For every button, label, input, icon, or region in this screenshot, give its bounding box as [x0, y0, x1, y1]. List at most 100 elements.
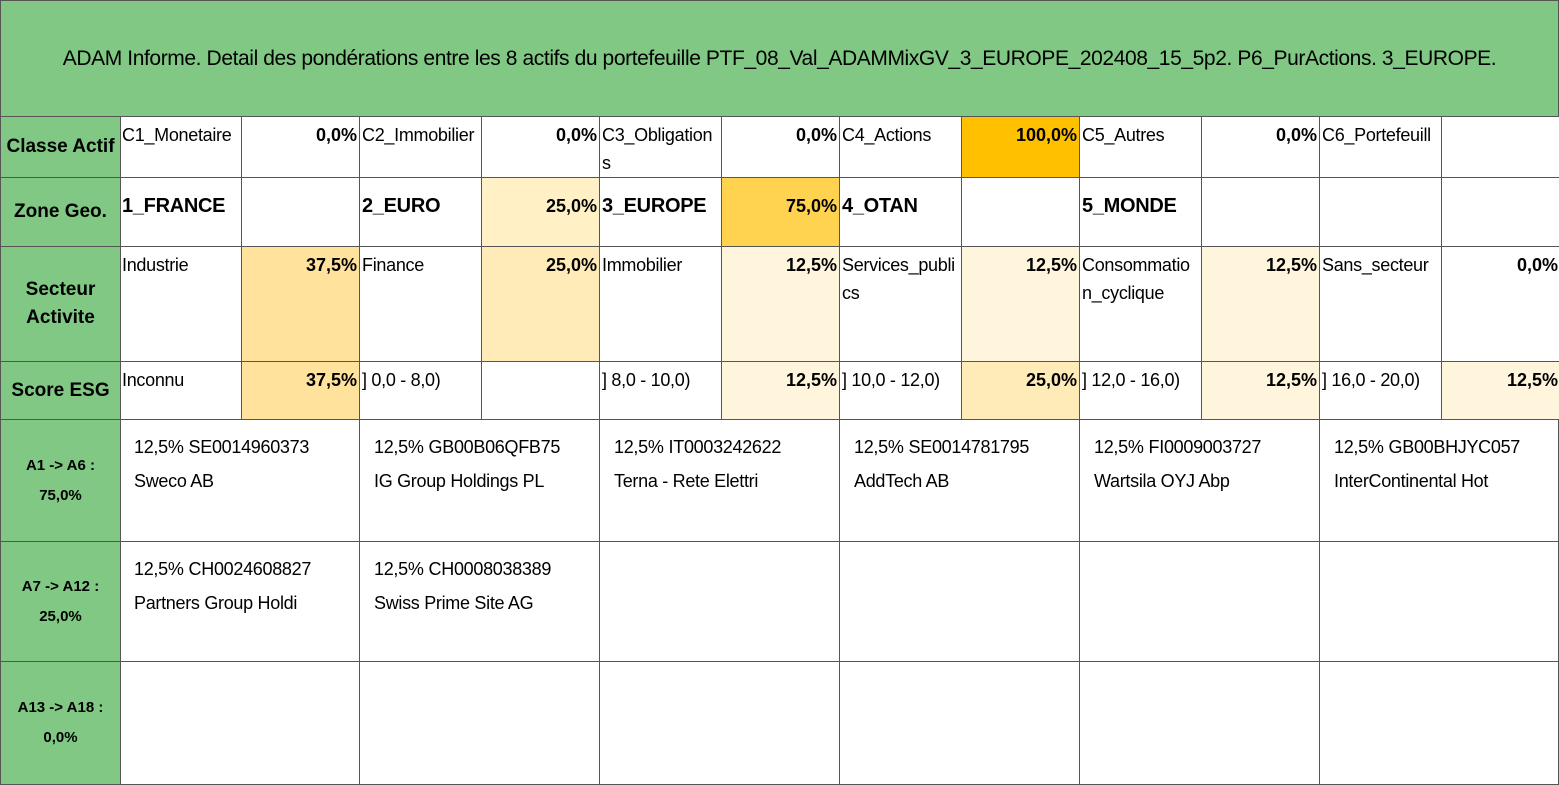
class-weight: 37,5%	[242, 362, 360, 420]
class-weight	[1442, 117, 1559, 178]
asset-range-weight: 25,0%	[39, 607, 82, 625]
holding-weight: 12,5%	[1094, 437, 1144, 457]
row-header: Classe Actif	[0, 117, 121, 178]
class-weight	[482, 362, 600, 420]
asset-row-header: A1 -> A6 : 75,0%	[0, 420, 121, 542]
class-name: ] 10,0 - 12,0)	[840, 362, 962, 420]
holding-line: 12,5% FI0009003727	[1094, 430, 1305, 464]
holding-isin: FI0009003727	[1148, 437, 1262, 457]
row-header: Score ESG	[0, 362, 121, 420]
holding: 12,5% FI0009003727 Wartsila OYJ Abp	[1080, 420, 1320, 542]
class-weight: 100,0%	[962, 117, 1080, 178]
asset-range: A1 -> A6 :	[25, 456, 96, 474]
class-weight: 12,5%	[1442, 362, 1559, 420]
class-name: 5_MONDE	[1080, 178, 1202, 247]
class-weight: 25,0%	[482, 247, 600, 362]
holding	[1080, 542, 1320, 662]
holding-name: AddTech AB	[854, 471, 950, 491]
class-name: Immobilier	[600, 247, 722, 362]
holding-weight: 12,5%	[134, 437, 184, 457]
class-name: Sans_secteur	[1320, 247, 1442, 362]
holding-name: IG Group Holdings PL	[374, 471, 545, 491]
asset-row-header: A13 -> A18 : 0,0%	[0, 662, 121, 785]
class-name: ] 12,0 - 16,0)	[1080, 362, 1202, 420]
holding-line: 12,5% CH0008038389	[374, 552, 585, 586]
class-name: C4_Actions	[840, 117, 962, 178]
holding	[120, 662, 360, 785]
holding-line: 12,5% IT0003242622	[614, 430, 825, 464]
class-name: 2_EURO	[360, 178, 482, 247]
asset-range: A7 -> A12 :	[21, 577, 100, 595]
class-weight: 12,5%	[722, 247, 840, 362]
asset-row-header: A7 -> A12 : 25,0%	[0, 542, 121, 662]
class-name: C2_Immobilier	[360, 117, 482, 178]
holding-isin: GB00B06QFB75	[428, 437, 561, 457]
holding-weight: 12,5%	[134, 559, 184, 579]
class-name: C6_Portefeuill	[1320, 117, 1442, 178]
holding	[600, 542, 840, 662]
class-name: C5_Autres	[1080, 117, 1202, 178]
class-weight	[1442, 178, 1559, 247]
holding-line: 12,5% CH0024608827	[134, 552, 345, 586]
class-weight: 0,0%	[722, 117, 840, 178]
holding: 12,5% GB00B06QFB75 IG Group Holdings PL	[360, 420, 600, 542]
holding-isin: CH0008038389	[428, 559, 552, 579]
holding-line: 12,5% GB00B06QFB75	[374, 430, 585, 464]
class-weight: 12,5%	[1202, 247, 1320, 362]
holding: 12,5% SE0014960373 Sweco AB	[120, 420, 360, 542]
holding-line: 12,5% SE0014960373	[134, 430, 345, 464]
class-weight: 12,5%	[722, 362, 840, 420]
class-weight	[242, 178, 360, 247]
holding: 12,5% GB00BHJYC057 InterContinental Hot	[1320, 420, 1559, 542]
class-weight: 0,0%	[1202, 117, 1320, 178]
asset-range: A13 -> A18 :	[17, 699, 104, 716]
class-name: Industrie	[120, 247, 242, 362]
holding-name: InterContinental Hot	[1334, 471, 1489, 491]
asset-range-weight: 75,0%	[39, 486, 82, 504]
class-name: ] 16,0 - 20,0)	[1320, 362, 1442, 420]
holding-line: 12,5% GB00BHJYC057	[1334, 430, 1544, 464]
holding	[840, 662, 1080, 785]
class-weight: 25,0%	[962, 362, 1080, 420]
class-weight	[962, 178, 1080, 247]
class-weight: 0,0%	[242, 117, 360, 178]
holding-weight: 12,5%	[854, 437, 904, 457]
class-weight: 0,0%	[482, 117, 600, 178]
holding-isin: IT0003242622	[668, 437, 782, 457]
row-header: Secteur Activite	[0, 247, 121, 362]
class-name: 4_OTAN	[840, 178, 962, 247]
class-weight: 0,0%	[1442, 247, 1559, 362]
class-name: ] 8,0 - 10,0)	[600, 362, 722, 420]
holding-weight: 12,5%	[1334, 437, 1384, 457]
holding	[1320, 662, 1559, 785]
class-name: Finance	[360, 247, 482, 362]
holding-isin: GB00BHJYC057	[1388, 437, 1521, 457]
title: ADAM Informe. Detail des pondérations en…	[0, 0, 1559, 117]
class-weight: 12,5%	[1202, 362, 1320, 420]
holding-weight: 12,5%	[374, 559, 424, 579]
class-name: Inconnu	[120, 362, 242, 420]
class-name: 3_EUROPE	[600, 178, 722, 247]
holding-name: Swiss Prime Site AG	[374, 593, 534, 613]
holding-name: Terna - Rete Elettri	[614, 471, 759, 491]
class-weight: 37,5%	[242, 247, 360, 362]
holding-name: Wartsila OYJ Abp	[1094, 471, 1230, 491]
holding-weight: 12,5%	[614, 437, 664, 457]
holding: 12,5% SE0014781795 AddTech AB	[840, 420, 1080, 542]
holding	[360, 662, 600, 785]
asset-range-weight: 0,0%	[43, 729, 78, 746]
holding: 12,5% CH0008038389 Swiss Prime Site AG	[360, 542, 600, 662]
holding-name: Partners Group Holdi	[134, 593, 298, 613]
holding	[600, 662, 840, 785]
holding-weight: 12,5%	[374, 437, 424, 457]
class-name: Services_publics	[840, 247, 962, 362]
class-weight: 75,0%	[722, 178, 840, 247]
class-weight: 25,0%	[482, 178, 600, 247]
class-weight	[1202, 178, 1320, 247]
holding: 12,5% CH0024608827 Partners Group Holdi	[120, 542, 360, 662]
holding: 12,5% IT0003242622 Terna - Rete Elettri	[600, 420, 840, 542]
holding-isin: SE0014781795	[908, 437, 1030, 457]
row-header: Zone Geo.	[0, 178, 121, 247]
class-name: Consommation_cyclique	[1080, 247, 1202, 362]
